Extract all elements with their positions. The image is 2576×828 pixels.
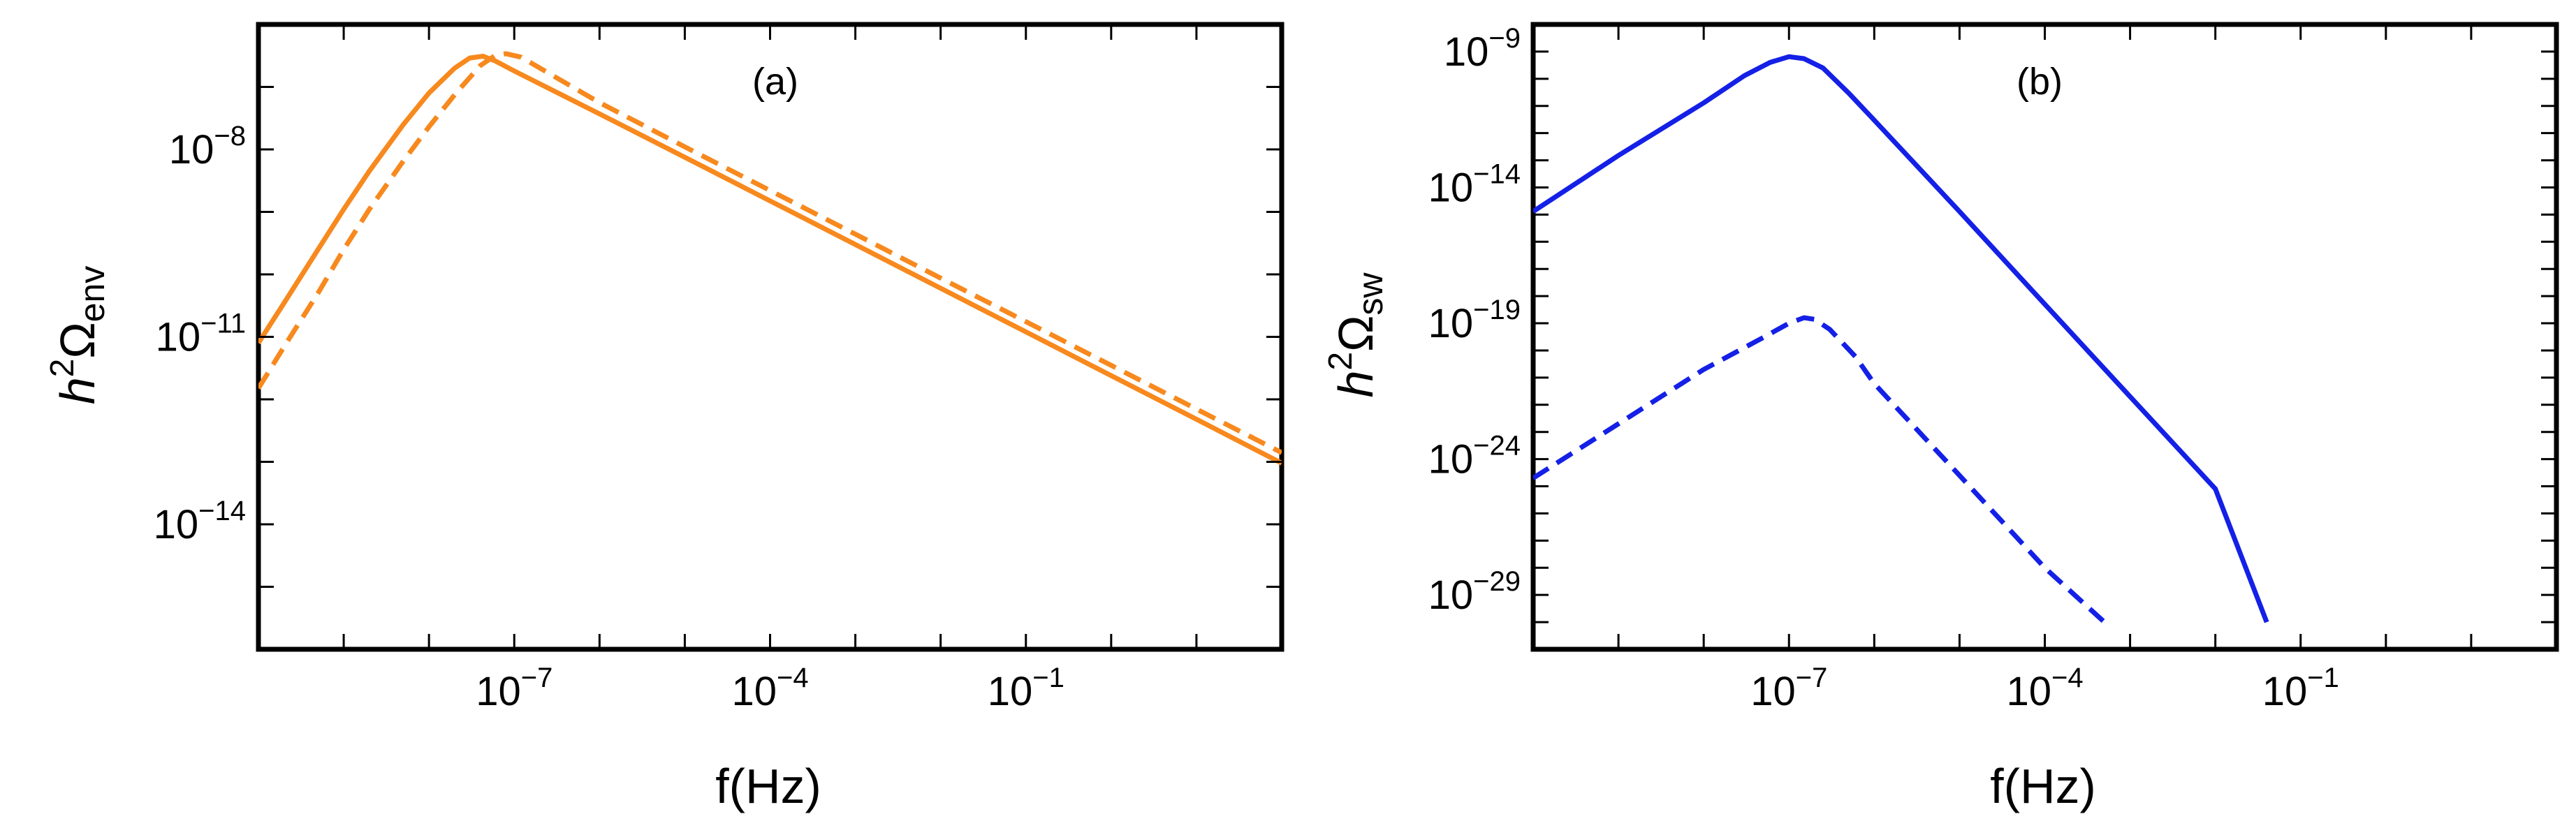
x-tick-label: 10−4 <box>731 663 808 714</box>
y-axis-title-sup: 2 <box>44 359 81 378</box>
y-axis-title-base: h <box>50 377 105 404</box>
y-tick-label: 10−14 <box>154 496 246 547</box>
x-ticks: 10−7 10−4 10−1 <box>257 24 1283 714</box>
y-ticks: 10−8 10−11 10−14 <box>154 23 1282 651</box>
series-line-dashed <box>258 51 1282 455</box>
y-axis-title-sup: 2 <box>1322 352 1359 371</box>
series-line-solid <box>258 54 1282 466</box>
x-tick-label: 10−1 <box>988 663 1064 714</box>
y-axis-title-main: Ω <box>50 322 105 358</box>
panel-label: (b) <box>2017 61 2063 103</box>
x-ticks: 10−7 10−4 10−1 <box>1532 24 2558 714</box>
x-axis-title: f(Hz) <box>1990 759 2096 813</box>
x-tick-label: 10−7 <box>1750 663 1827 714</box>
y-axis-title-base: h <box>1329 371 1383 398</box>
x-axis-title: f(Hz) <box>715 759 821 813</box>
x-tick-label: 10−7 <box>476 663 552 714</box>
x-tick-label: 10−4 <box>2006 663 2083 714</box>
y-tick-label: 10−11 <box>156 309 246 360</box>
panel-a: 10−7 10−4 10−1 10−8 10−11 10−14 (a) f(Hz) h2… <box>44 22 1285 813</box>
y-tick-label: 10−19 <box>1428 295 1521 346</box>
x-tick-label: 10−1 <box>2262 663 2339 714</box>
panel-label: (a) <box>752 61 798 103</box>
plot-frame <box>256 22 1285 652</box>
y-axis-title: h2Ωsw <box>1322 272 1390 398</box>
y-axis-title: h2Ωenv <box>44 266 112 405</box>
series-line-solid <box>1533 54 2269 623</box>
series-line-dashed <box>1533 315 2107 624</box>
y-tick-label: 10−14 <box>1428 158 1521 210</box>
panel-b: 10−7 10−4 10−1 10−9 10−14 10−19 10−24 10−29 (b… <box>1322 22 2559 813</box>
plot-frame <box>1530 22 2559 652</box>
y-tick-label: 10−8 <box>169 121 246 172</box>
series-layer <box>258 51 1282 466</box>
y-tick-label: 10−9 <box>1444 23 1521 75</box>
series-layer <box>1533 54 2269 624</box>
y-axis-title-sub: env <box>73 266 112 323</box>
y-ticks: 10−9 10−14 10−19 10−24 10−29 <box>1428 23 2556 651</box>
y-tick-label: 10−24 <box>1428 431 1521 482</box>
y-axis-title-sub: sw <box>1351 272 1390 316</box>
y-tick-label: 10−29 <box>1428 566 1521 618</box>
y-axis-title-main: Ω <box>1329 316 1383 352</box>
